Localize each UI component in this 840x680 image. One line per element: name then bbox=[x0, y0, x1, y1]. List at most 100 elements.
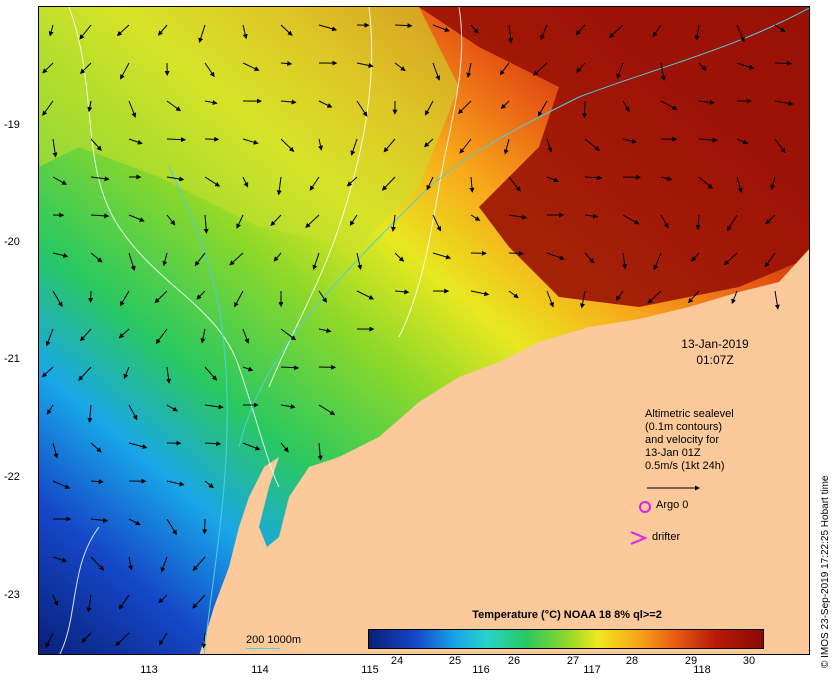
velocity-arrow bbox=[736, 138, 749, 145]
velocity-arrow bbox=[580, 290, 586, 309]
velocity-arrow bbox=[242, 366, 254, 372]
velocity-arrow bbox=[609, 24, 624, 38]
velocity-arrow bbox=[52, 594, 59, 607]
velocity-arrow bbox=[459, 138, 472, 154]
velocity-arrow bbox=[318, 138, 323, 151]
velocity-arrow bbox=[280, 442, 289, 453]
velocity-arrow bbox=[52, 252, 69, 258]
velocity-arrow bbox=[128, 518, 141, 526]
velocity-arrow bbox=[660, 176, 673, 182]
velocity-arrow bbox=[90, 252, 103, 263]
velocity-arrow bbox=[770, 176, 776, 191]
velocity-arrow bbox=[242, 62, 260, 71]
velocity-arrow bbox=[236, 214, 244, 229]
lat-tick: -22 bbox=[4, 471, 20, 483]
colorbar-tick: 24 bbox=[390, 655, 404, 667]
velocity-arrow bbox=[774, 290, 780, 310]
velocity-arrow bbox=[546, 138, 553, 153]
velocity-arrow bbox=[575, 24, 586, 36]
velocity-arrow bbox=[647, 290, 662, 304]
velocity-arrow bbox=[584, 175, 603, 181]
lon-tick: 113 bbox=[140, 664, 158, 676]
velocity-arrow bbox=[394, 23, 413, 29]
colorbar-tick: 28 bbox=[625, 655, 639, 667]
land-area bbox=[199, 249, 809, 654]
velocity-arrow bbox=[546, 176, 559, 183]
velocity-arrow bbox=[457, 100, 472, 115]
velocity-arrow bbox=[52, 480, 71, 489]
velocity-arrow bbox=[192, 594, 206, 609]
velocity-arrow bbox=[128, 442, 148, 449]
velocity-arrow bbox=[162, 252, 168, 267]
velocity-arrow bbox=[166, 404, 178, 412]
velocity-arrow bbox=[356, 290, 375, 300]
drifter-legend-label: drifter bbox=[652, 531, 681, 543]
velocity-arrow bbox=[158, 594, 168, 604]
velocity-arrow bbox=[318, 328, 332, 334]
velocity-arrow bbox=[48, 24, 54, 37]
velocity-arrow bbox=[242, 442, 261, 451]
velocity-arrow bbox=[660, 62, 666, 81]
velocity-arrow bbox=[318, 100, 333, 108]
velocity-arrow bbox=[118, 594, 130, 610]
colorbar-tick: 25 bbox=[448, 655, 462, 667]
velocity-arrow bbox=[280, 328, 297, 341]
velocity-arrow bbox=[356, 100, 368, 117]
velocity-arrow bbox=[90, 213, 110, 219]
sealevel-note: Altimetric sealevel (0.1m contours) and … bbox=[645, 408, 734, 473]
velocity-arrow bbox=[155, 328, 168, 345]
velocity-arrow bbox=[312, 252, 320, 271]
velocity-arrow bbox=[660, 214, 669, 229]
velocity-arrow bbox=[204, 366, 218, 381]
sealevel-note-line: 0.5m/s (1kt 24h) bbox=[645, 460, 725, 472]
velocity-arrow bbox=[52, 138, 58, 158]
velocity-arrow bbox=[318, 290, 327, 303]
velocity-arrow bbox=[280, 365, 300, 371]
velocity-arrow bbox=[584, 213, 599, 219]
velocity-arrow bbox=[394, 289, 410, 295]
velocity-arrow bbox=[584, 252, 595, 264]
temperature-colorbar bbox=[368, 629, 764, 649]
colorbar-tick: 30 bbox=[742, 655, 756, 667]
velocity-arrow bbox=[469, 176, 475, 193]
velocity-arrow bbox=[234, 290, 244, 308]
velocity-arrow bbox=[736, 24, 745, 43]
velocity-arrow bbox=[204, 404, 224, 410]
velocity-arrow bbox=[318, 404, 336, 416]
velocity-arrow bbox=[533, 62, 548, 76]
velocity-arrow bbox=[116, 24, 130, 37]
velocity-arrow bbox=[201, 632, 207, 649]
velocity-arrow bbox=[432, 62, 441, 81]
velocity-arrow bbox=[196, 290, 206, 300]
velocity-arrow bbox=[202, 518, 208, 535]
velocity-arrow bbox=[698, 176, 713, 190]
velocity-arrow bbox=[204, 176, 221, 187]
imos-credit: © IMOS 23-Sep-2019 17:22:25 Hobart time bbox=[820, 475, 831, 668]
velocity-arrow bbox=[615, 290, 624, 301]
lon-tick: 116 bbox=[472, 664, 490, 676]
velocity-arrow bbox=[242, 138, 259, 145]
lon-tick: 115 bbox=[361, 664, 379, 676]
velocity-arrow bbox=[45, 328, 54, 347]
velocity-arrow bbox=[653, 252, 662, 271]
velocity-arrow bbox=[508, 290, 519, 299]
velocity-arrow bbox=[698, 62, 707, 72]
velocity-arrow bbox=[383, 138, 396, 153]
velocity-arrow bbox=[166, 518, 177, 536]
velocity-arrow bbox=[774, 100, 794, 106]
velocity-arrow bbox=[166, 480, 185, 487]
sst-map bbox=[38, 6, 810, 655]
velocity-arrow bbox=[280, 24, 293, 36]
velocity-arrow bbox=[432, 24, 450, 32]
velocity-arrow bbox=[87, 404, 93, 423]
velocity-arrow bbox=[79, 62, 92, 75]
velocity-arrow bbox=[499, 62, 510, 76]
velocity-arrow bbox=[90, 479, 104, 485]
velocity-arrow bbox=[425, 100, 434, 116]
velocity-arrow bbox=[115, 632, 130, 647]
lon-tick: 117 bbox=[583, 664, 601, 676]
velocity-arrow bbox=[432, 252, 452, 260]
lat-tick: -23 bbox=[4, 589, 20, 601]
velocity-arrow bbox=[317, 442, 323, 461]
velocity-arrow bbox=[123, 366, 130, 380]
